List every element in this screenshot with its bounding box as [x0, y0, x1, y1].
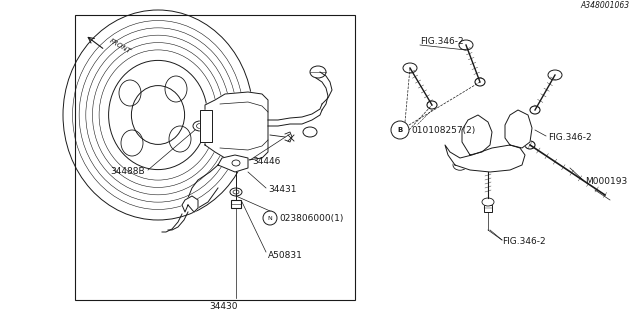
- Ellipse shape: [303, 127, 317, 137]
- Ellipse shape: [548, 70, 562, 80]
- Polygon shape: [218, 155, 248, 172]
- Text: 023806000(1): 023806000(1): [279, 213, 344, 222]
- Text: B: B: [397, 127, 403, 133]
- Ellipse shape: [233, 190, 239, 194]
- Ellipse shape: [196, 124, 204, 129]
- Polygon shape: [505, 110, 532, 148]
- Text: A50831: A50831: [268, 251, 303, 260]
- Ellipse shape: [230, 188, 242, 196]
- Text: N: N: [268, 215, 273, 220]
- Ellipse shape: [459, 40, 473, 50]
- Text: 34488B: 34488B: [110, 167, 145, 177]
- Text: FIG.346-2: FIG.346-2: [420, 37, 463, 46]
- Polygon shape: [462, 115, 492, 155]
- Ellipse shape: [503, 155, 517, 165]
- Text: M000193: M000193: [585, 178, 627, 187]
- Ellipse shape: [482, 198, 494, 206]
- Ellipse shape: [475, 78, 485, 86]
- Polygon shape: [200, 110, 212, 142]
- Circle shape: [263, 211, 277, 225]
- Text: 34446: 34446: [252, 157, 280, 166]
- Bar: [484, 205, 492, 212]
- Circle shape: [391, 121, 409, 139]
- Ellipse shape: [427, 101, 437, 109]
- Bar: [75, 15, 355, 300]
- Ellipse shape: [403, 63, 417, 73]
- Ellipse shape: [232, 160, 240, 166]
- Text: 010108257(2): 010108257(2): [411, 125, 476, 134]
- Text: A348001063: A348001063: [581, 1, 630, 10]
- Text: FRONT: FRONT: [108, 37, 132, 55]
- Text: FIG.346-2: FIG.346-2: [502, 237, 546, 246]
- Ellipse shape: [453, 160, 467, 170]
- Text: 34430: 34430: [210, 302, 238, 311]
- Polygon shape: [205, 92, 268, 160]
- Bar: [231, 200, 241, 208]
- Ellipse shape: [193, 121, 207, 131]
- Ellipse shape: [310, 66, 326, 78]
- Text: FIG.346-2: FIG.346-2: [548, 133, 591, 142]
- Polygon shape: [445, 145, 525, 172]
- Polygon shape: [182, 196, 198, 212]
- Ellipse shape: [513, 120, 527, 130]
- Text: 34431: 34431: [268, 186, 296, 195]
- Ellipse shape: [530, 106, 540, 114]
- Ellipse shape: [471, 120, 485, 130]
- Ellipse shape: [525, 141, 535, 149]
